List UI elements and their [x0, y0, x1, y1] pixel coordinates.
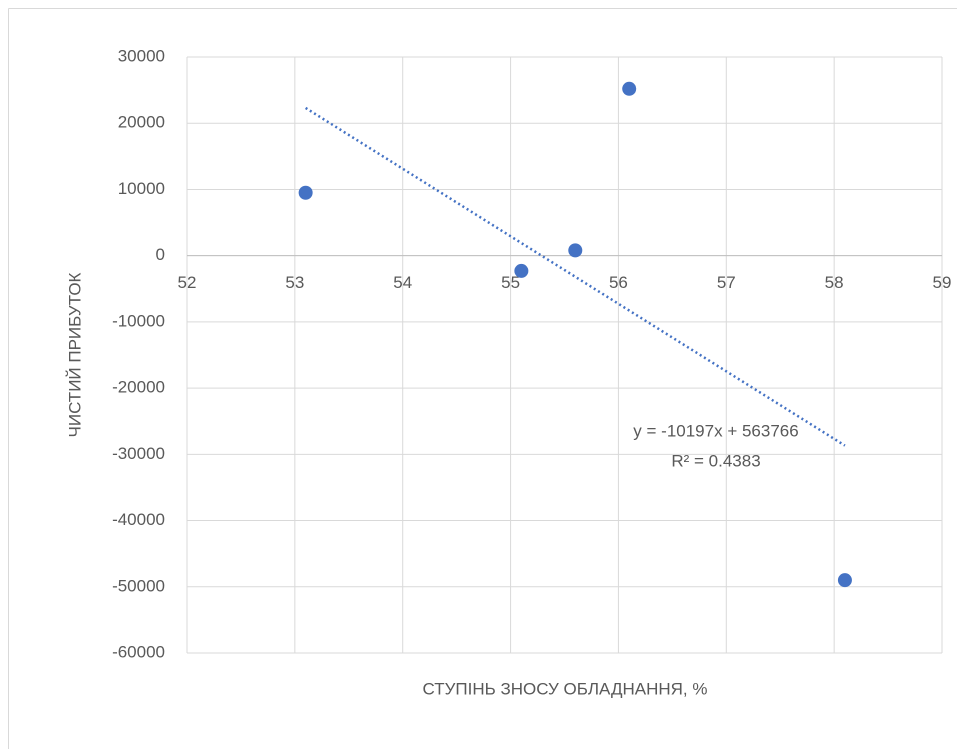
point	[298, 185, 313, 200]
trendline	[304, 106, 846, 447]
x-tick-label: 53	[285, 273, 304, 292]
x-tick-label: 55	[501, 273, 520, 292]
y-tick-label: -50000	[112, 576, 165, 595]
point	[622, 81, 637, 96]
x-tick-label: 56	[609, 273, 628, 292]
y-tick-label: -30000	[112, 444, 165, 463]
x-tick-label: 54	[393, 273, 412, 292]
y-tick-label: -40000	[112, 510, 165, 529]
y-axis-title: ЧИСТИЙ ПРИБУТОК	[65, 272, 84, 437]
trendline-equation: y = -10197x + 563766	[633, 421, 798, 440]
point	[568, 243, 583, 258]
trendline-r2: R² = 0.4383	[671, 451, 760, 470]
x-tick-label: 57	[717, 273, 736, 292]
point	[837, 573, 852, 588]
point	[514, 263, 529, 278]
y-tick-label: -60000	[112, 642, 165, 661]
y-tick-label: -10000	[112, 311, 165, 330]
y-tick-label: 30000	[118, 46, 165, 65]
y-tick-label: 0	[156, 245, 165, 264]
x-tick-label: 59	[933, 273, 952, 292]
y-tick-label: -20000	[112, 378, 165, 397]
y-tick-label: 10000	[118, 179, 165, 198]
x-axis-title: СТУПІНЬ ЗНОСУ ОБЛАДНАННЯ, %	[423, 679, 708, 698]
x-tick-label: 52	[178, 273, 197, 292]
x-tick-label: 58	[825, 273, 844, 292]
y-tick-label: 20000	[118, 113, 165, 132]
